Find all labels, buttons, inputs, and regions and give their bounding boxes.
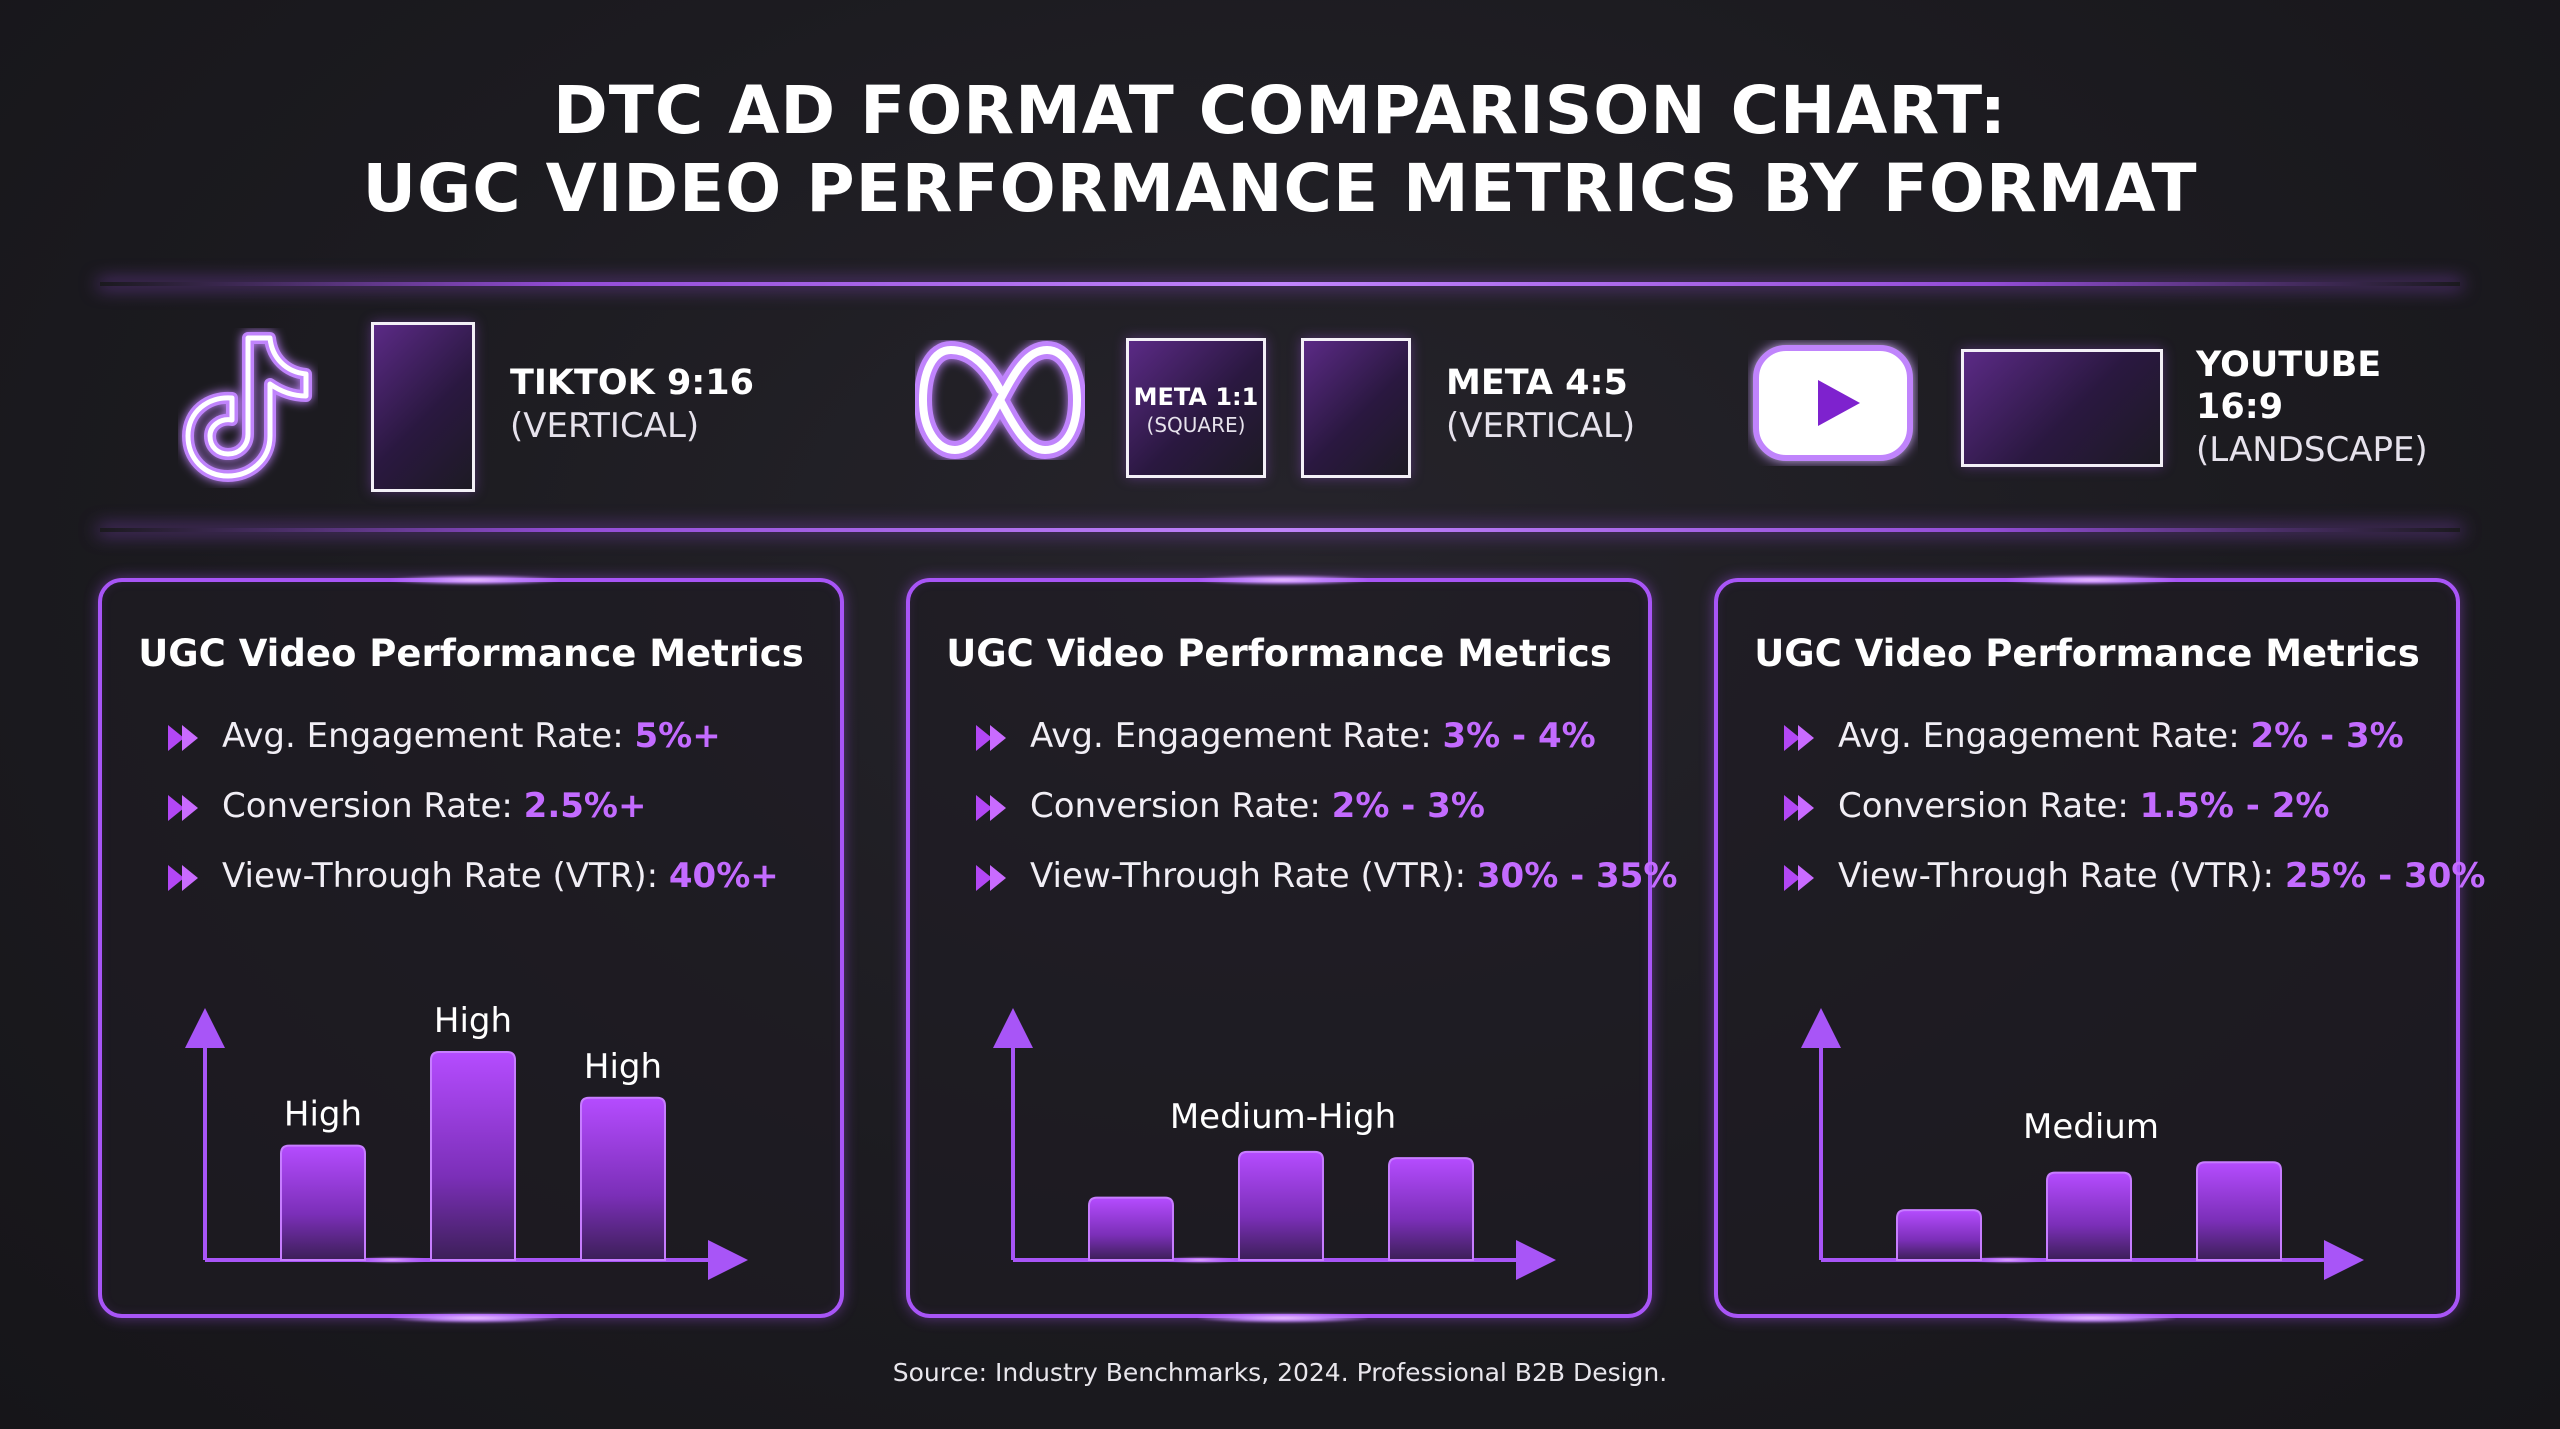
middle-divider [100,528,2460,532]
metric-row: View-Through Rate (VTR): 25% - 30% [1780,856,2485,896]
meta-metrics-panel: UGC Video Performance Metrics Avg. Engage… [906,575,1677,1323]
bar-data-label: High [584,1047,662,1087]
panel-top-glow [2006,575,2176,585]
format-name: TIKTOK 9:16 [510,363,755,403]
format-name: META 4:5 [1446,363,1628,403]
panel-top-glow [1198,575,1368,585]
metric-value: 2% - 3% [2250,716,2404,756]
bar [1388,1157,1474,1261]
bar-chart: Medium-High [993,1008,1556,1280]
tiktok-metrics-panel: UGC Video Performance Metrics Avg. Engage… [98,575,844,1323]
metric-value: 3% - 4% [1442,716,1596,756]
metric-label: Avg. Engagement Rate: [222,716,635,756]
metric-label: View-Through Rate (VTR): [1030,856,1477,896]
format-ratio: 16:9 [2196,387,2284,427]
metric-row: Avg. Engagement Rate: 3% - 4% [972,716,1596,756]
metric-row: Avg. Engagement Rate: 2% - 3% [1780,716,2404,756]
metric-row: View-Through Rate (VTR): 40%+ [164,856,779,896]
metric-value: 5%+ [634,716,721,756]
double-chevron-icon [1784,794,1814,821]
bar-data-label: High [284,1095,362,1135]
metric-label: Avg. Engagement Rate: [1030,716,1443,756]
meta-square-sub: (SQUARE) [1146,413,1246,437]
double-chevron-icon [168,864,198,891]
double-chevron-icon [976,724,1006,751]
panel-bottom-glow [390,1313,560,1323]
source-note: Source: Industry Benchmarks, 2024. Profe… [892,1358,1668,1387]
format-orientation: (LANDSCAPE) [2196,430,2428,470]
metric-label: View-Through Rate (VTR): [222,856,669,896]
panel-heading: UGC Video Performance Metrics [946,632,1612,675]
metric-row: Conversion Rate: 2% - 3% [972,786,1485,826]
youtube-format-label: YOUTUBE 16:9 (LANDSCAPE) [2196,344,2428,472]
bar [1896,1209,1982,1261]
bar-chart: High High High [185,1001,748,1280]
youtube-metrics-panel: UGC Video Performance Metrics Avg. Engage… [1714,575,2485,1323]
metric-value: 2.5%+ [523,786,647,826]
format-name: YOUTUBE [2196,345,2382,385]
meta-logo-icon [915,340,1085,460]
tiktok-9x16-frame [371,322,475,492]
metric-value: 25% - 30% [2284,856,2486,896]
double-chevron-icon [168,724,198,751]
panel-heading: UGC Video Performance Metrics [138,632,804,675]
format-orientation: (VERTICAL) [510,406,700,446]
metric-label: Avg. Engagement Rate: [1838,716,2251,756]
bar [580,1096,666,1261]
bar [2196,1161,2282,1261]
metric-label: Conversion Rate: [222,786,524,826]
top-divider [100,282,2460,286]
bar [1088,1196,1174,1261]
title-line-2: UGC VIDEO PERFORMANCE METRICS BY FORMAT [362,150,2198,227]
panel-bottom-glow [1198,1313,1368,1323]
format-orientation: (VERTICAL) [1446,406,1636,446]
metric-value: 2% - 3% [1331,786,1485,826]
metric-row: Conversion Rate: 2.5%+ [164,786,646,826]
double-chevron-icon [1784,864,1814,891]
youtube-16x9-frame [1961,349,2163,467]
tiktok-logo-icon [182,332,312,482]
metric-row: View-Through Rate (VTR): 30% - 35% [972,856,1677,896]
meta-1x1-frame: META 1:1 (SQUARE) [1126,338,1266,478]
meta-square-name: META 1:1 [1133,383,1259,411]
panel-bottom-glow [2006,1313,2176,1323]
axis-glow [352,1256,432,1264]
metric-value: 1.5% - 2% [2139,786,2330,826]
metric-row: Avg. Engagement Rate: 5%+ [164,716,721,756]
panel-top-glow [390,575,560,585]
axis-glow [1968,1256,2048,1264]
bar-chart: Medium [1801,1008,2364,1280]
title-line-1: DTC AD FORMAT COMPARISON CHART: [553,72,2007,149]
meta-4x5-frame [1301,338,1411,478]
metric-label: View-Through Rate (VTR): [1838,856,2285,896]
chart-level-label: Medium-High [1170,1097,1396,1137]
double-chevron-icon [976,794,1006,821]
metric-value: 30% - 35% [1476,856,1678,896]
bar [280,1144,366,1261]
bar [1238,1150,1324,1261]
bar-data-label: High [434,1001,512,1041]
metric-row: Conversion Rate: 1.5% - 2% [1780,786,2329,826]
youtube-logo-icon [1753,345,1913,461]
bar [2046,1171,2132,1261]
chart-level-label: Medium [2023,1107,2159,1147]
metric-label: Conversion Rate: [1030,786,1332,826]
double-chevron-icon [976,864,1006,891]
panel-heading: UGC Video Performance Metrics [1754,632,2420,675]
tiktok-format-label: TIKTOK 9:16 (VERTICAL) [510,362,754,448]
meta-format-label: META 4:5 (VERTICAL) [1446,362,1635,448]
double-chevron-icon [168,794,198,821]
metric-label: Conversion Rate: [1838,786,2140,826]
axis-glow [1160,1256,1240,1264]
metric-value: 40%+ [668,856,779,896]
page-title: DTC AD FORMAT COMPARISON CHART: UGC VIDE… [0,72,2560,228]
bar [430,1051,516,1261]
double-chevron-icon [1784,724,1814,751]
